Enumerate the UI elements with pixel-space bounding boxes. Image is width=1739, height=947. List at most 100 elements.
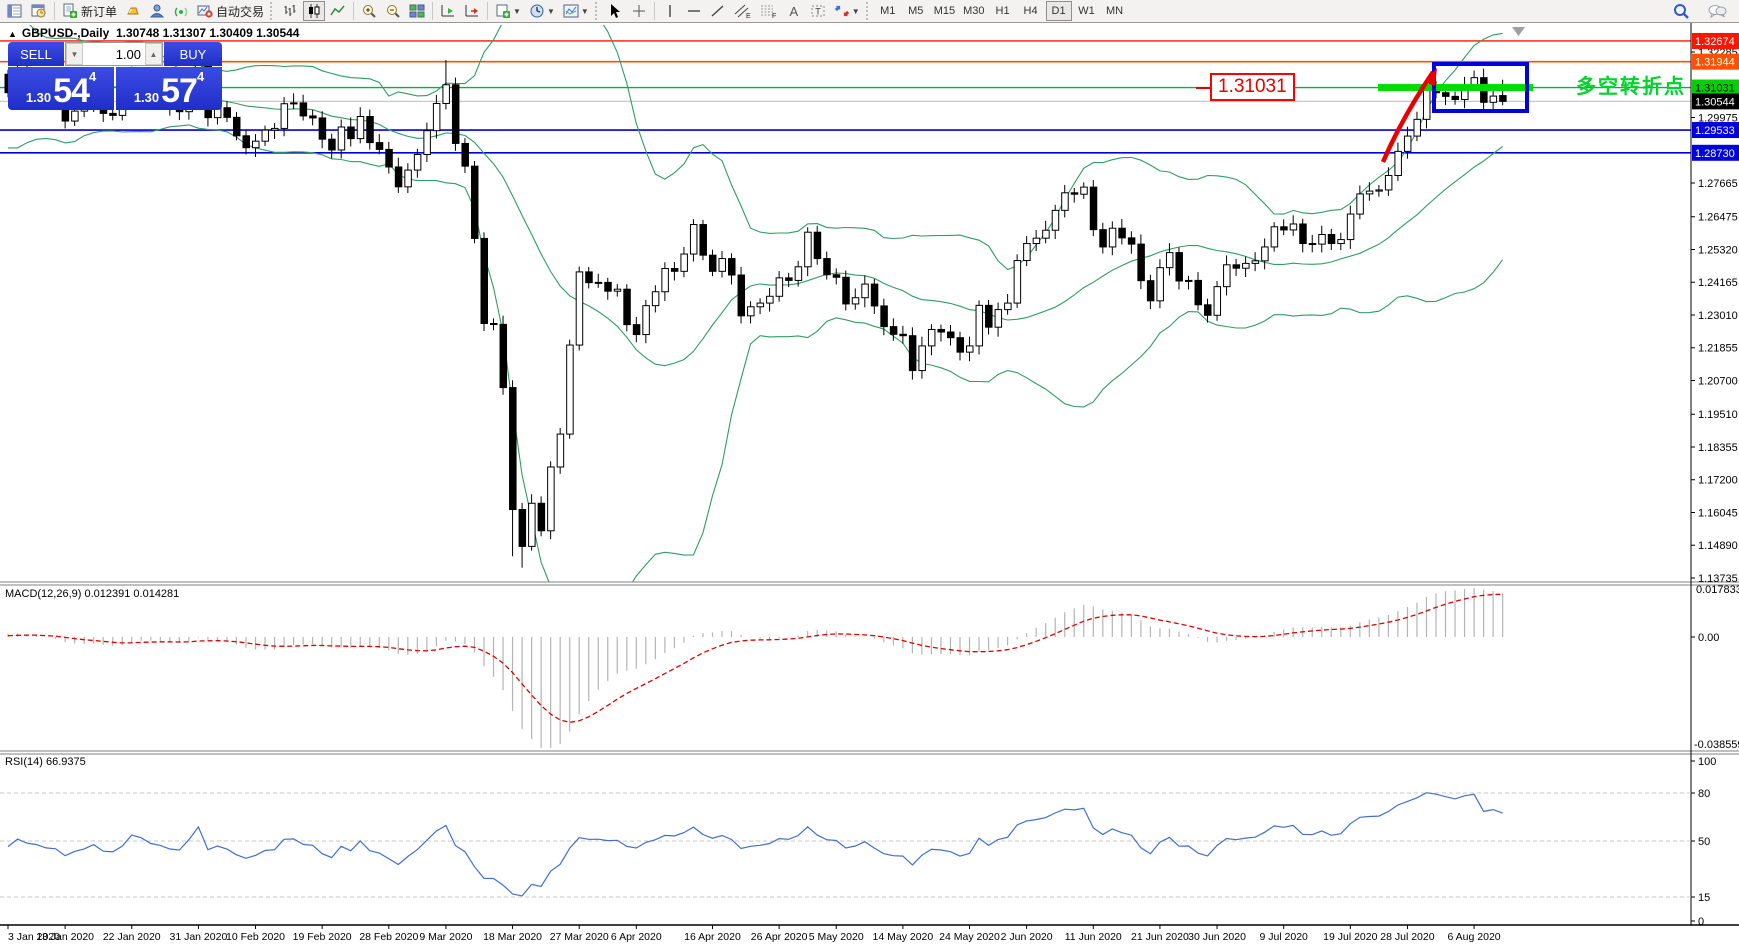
timeframe-button-M15[interactable]: M15 [933,5,956,17]
chart-symbol: GBPUSD-,Daily [21,26,110,40]
toolbar-drag-handle[interactable] [270,2,276,20]
date-axis-label: 9 Mar 2020 [419,931,472,943]
trendline-button[interactable] [707,1,729,21]
timeframe-button-D1[interactable]: D1 [1045,1,1072,21]
volume-input[interactable]: 1.00 [115,46,141,62]
new-order-icon [63,3,77,18]
autotrading-label: 自动交易 [216,4,265,19]
toolbar-separator [653,2,655,20]
volume-increase-button[interactable]: ▲ [145,43,162,65]
buy-button[interactable]: BUY [164,42,222,66]
date-axis-label: 19 Feb 2020 [293,931,352,943]
auto-scroll-button[interactable] [437,1,459,21]
periods-button[interactable]: ▼ [526,1,558,21]
bar-chart-button[interactable] [279,1,301,21]
new-order-button[interactable]: 新订单 [59,1,120,21]
date-axis-label: 28 Jul 2020 [1380,931,1434,943]
date-axis-label: 31 Jan 2020 [169,931,227,943]
timeframe-button-H4[interactable]: H4 [1023,5,1038,17]
buy-price-display[interactable]: 1.30 57 4 [116,67,222,110]
timeframe-button-W1[interactable]: W1 [1078,5,1095,17]
toolbar-drag-handle[interactable] [594,2,601,20]
new-chart-button[interactable]: ▼ [492,1,524,21]
data-window-button[interactable] [28,1,50,21]
zoom-in-button[interactable] [358,1,380,21]
fibonacci-icon: F [760,5,776,19]
text-label-button[interactable]: T [807,1,829,21]
text-label-icon: T [811,5,825,17]
date-axis-label: 3 Jan 2020 [8,931,60,943]
date-axis-label: 13 Jan 2020 [36,931,94,943]
community-button[interactable] [1704,1,1730,21]
date-axis-label: 9 Jul 2020 [1259,931,1308,943]
svg-text:1.19510: 1.19510 [1698,409,1738,421]
svg-text:50: 50 [1698,836,1710,848]
toolbar-drag-handle[interactable] [865,2,872,20]
zoom-out-button[interactable] [382,1,404,21]
chart-window[interactable]: 1.32285 1.29975 1.27665 1.26475 1.25320 1.241… [0,23,1739,947]
buy-price-big: 57 [161,72,198,110]
vps-button[interactable] [146,1,168,21]
svg-text:1.16045: 1.16045 [1698,507,1738,519]
line-chart-button[interactable] [327,1,349,21]
volume-decrease-button[interactable]: ▼ [66,43,83,65]
signals-button[interactable] [170,1,192,21]
arrows-icon [834,5,849,17]
arrows-button[interactable]: ▼ [831,1,863,21]
crosshair-icon [632,5,645,17]
vertical-line-button[interactable] [659,1,681,21]
svg-text:0: 0 [1698,916,1704,928]
svg-text:1.32674: 1.32674 [1695,36,1735,48]
candlestick-chart-button[interactable] [303,1,326,21]
one-click-trading-panel: SELL ▼ 1.00 ▲ BUY 1.30 54 4 1.30 57 4 [8,42,222,110]
timeframe-button-MN[interactable]: MN [1105,5,1124,17]
svg-text:1.28730: 1.28730 [1695,148,1735,160]
svg-text:1.31944: 1.31944 [1695,57,1735,69]
sell-button[interactable]: SELL [8,42,64,66]
svg-text:0.017833: 0.017833 [1696,584,1739,596]
date-axis-label: 6 Aug 2020 [1448,931,1501,943]
person-cloud-icon [149,4,165,18]
date-axis-label: 6 Apr 2020 [611,931,662,943]
svg-text:1.26475: 1.26475 [1698,212,1738,224]
chart-shift-button[interactable] [461,1,483,21]
chart-canvas[interactable]: 1.322851.299751.276651.264751.253201.241… [0,23,1739,947]
sell-price-display[interactable]: 1.30 54 4 [8,67,114,110]
market-watch-button[interactable] [4,1,26,21]
cursor-button[interactable] [604,1,626,21]
horizontal-line-button[interactable] [683,1,705,21]
dropdown-caret-icon: ▼ [851,6,860,16]
timeframe-group: M1 M5 M15 M30 H1 H4 D1 W1 MN [874,1,1129,21]
timeframe-button-M5[interactable]: M5 [908,5,924,17]
text-button[interactable]: A [789,3,799,19]
svg-text:1.18355: 1.18355 [1698,442,1738,454]
equidistant-channel-button[interactable]: E [731,1,755,21]
clock-icon [530,4,544,18]
sell-price-big: 54 [53,72,90,110]
gold-icon [127,7,139,15]
date-axis-label: 11 Jun 2020 [1065,931,1122,943]
search-button[interactable] [1669,1,1693,21]
tile-windows-button[interactable] [406,1,428,21]
date-axis-label: 18 Mar 2020 [483,931,542,943]
dropdown-caret-icon: ▼ [580,6,589,16]
template-icon [563,4,579,18]
price-callout-label[interactable]: 1.31031 [1196,73,1295,101]
horizontal-line-icon [687,10,700,12]
depth-of-market-button[interactable] [122,1,144,21]
collapse-panel-icon[interactable]: ▲ [8,29,17,39]
toolbar: 新订单 自动交易 ▼ ▼ [0,0,1739,23]
autotrading-button[interactable]: 自动交易 [194,1,267,21]
svg-text:1.20700: 1.20700 [1698,376,1738,388]
autotrading-icon [197,5,213,18]
templates-button[interactable]: ▼ [560,1,592,21]
zoom-in-icon [363,5,376,18]
timeframe-button-M1[interactable]: M1 [880,5,896,17]
date-axis-label: 30 Jun 2020 [1188,931,1246,943]
new-chart-icon [496,4,511,18]
turning-point-annotation[interactable]: 多空转折点 [1576,76,1686,98]
timeframe-button-H1[interactable]: H1 [995,5,1010,17]
fibonacci-button[interactable]: F [757,1,781,21]
crosshair-button[interactable] [628,1,650,21]
timeframe-button-M30[interactable]: M30 [963,5,985,17]
